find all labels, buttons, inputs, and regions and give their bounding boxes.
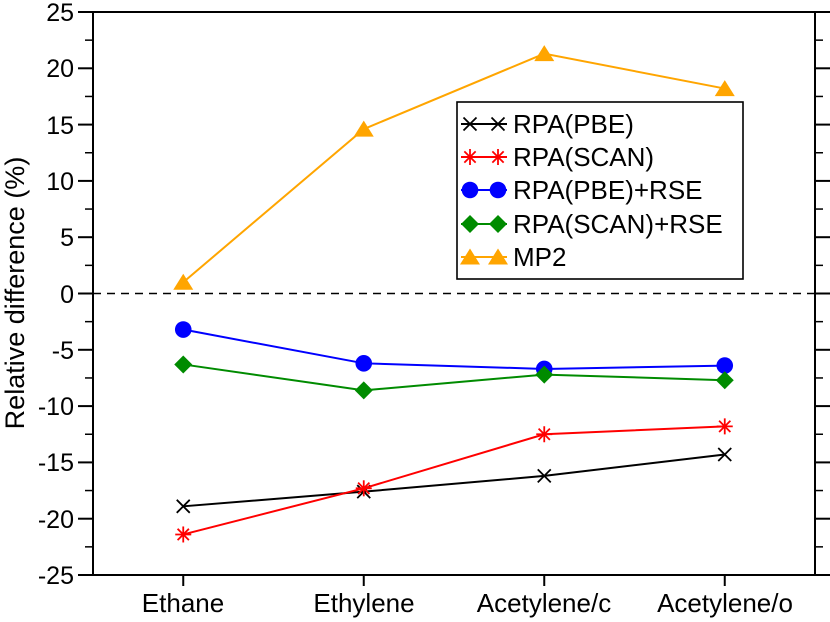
series-line [183,328,725,370]
y-tick-labels: 25 20 15 10 5 0 -5 -10 -15 -20 -25 [38,0,74,590]
marker-x [176,499,191,514]
marker-triangle [353,120,374,137]
legend-label-rpa-pbe-rse: RPA(PBE)+RSE [513,175,703,205]
series-mp2 [173,45,735,290]
series-line [183,425,725,536]
y-tick-label: 20 [46,55,74,83]
legend-label-rpa-scan: RPA(SCAN) [513,142,654,172]
marker-asterisk [176,528,190,541]
x-tick-label-acetylene-o: Acetylene/o [657,588,793,618]
marker-circle [355,355,373,372]
series-rpa-scan-rse [174,355,734,400]
x-tick-labels: Ethane Ethylene Acetylene/c Acetylene/o [142,588,793,618]
legend-entry [460,248,508,265]
y-tick-label: -20 [38,506,74,534]
x-tick-label-ethane: Ethane [142,588,224,618]
series-line [183,363,725,392]
legend-label-rpa-pbe: RPA(PBE) [513,109,634,139]
marker-diamond [489,215,507,233]
marker-x [717,447,732,462]
chart-geometry [78,11,830,586]
x-tick-label-acetylene-c: Acetylene/c [477,588,611,618]
marker-diamond [535,365,554,384]
marker-circle [489,181,507,199]
y-tick-label: -25 [38,562,74,590]
y-tick-label: 5 [60,224,74,252]
marker-triangle [460,248,480,265]
marker-x [537,468,552,484]
series-rpa-pbe- [176,447,732,514]
y-tick-label: -10 [38,393,74,421]
marker-asterisk [491,150,505,164]
marker-asterisk [718,420,732,433]
marker-triangle [714,80,735,97]
series-rpa-pbe-rse [174,321,734,378]
x-tick-label-ethylene: Ethylene [313,588,414,618]
marker-asterisk [463,150,477,164]
marker-triangle [534,45,555,62]
marker-triangle [488,248,508,265]
marker-circle [716,357,734,374]
marker-x [490,116,506,132]
legend-label-mp2: MP2 [513,242,566,272]
y-tick-label: -15 [38,449,74,477]
y-tick-label: -5 [52,337,74,365]
series-rpa-scan- [175,418,733,543]
series-line [183,453,725,508]
legend-label-rpa-scan-rse: RPA(SCAN)+RSE [513,209,723,239]
marker-triangle [173,273,194,290]
marker-diamond [461,215,479,233]
marker-circle [461,181,479,199]
legend-entry [461,149,507,165]
y-tick-label: 15 [46,112,74,140]
marker-asterisk [537,427,551,441]
marker-asterisk [357,482,371,495]
legend: RPA(PBE) RPA(SCAN) RPA(PBE)+RSE RPA(SCAN… [513,109,723,272]
marker-diamond [174,355,193,374]
y-tick-label: 10 [46,168,74,196]
marker-diamond [354,381,373,400]
legend-entry [461,116,507,132]
y-tick-label: 0 [60,281,74,309]
marker-circle [174,321,192,338]
y-axis-title: Relative difference (%) [0,157,30,430]
y-tick-label: 25 [46,0,74,27]
axis-frame [92,11,816,576]
marker-diamond [715,371,734,390]
marker-x [462,116,478,132]
legend-entry [461,181,507,199]
legend-entry [461,215,507,233]
series-line [182,52,725,284]
